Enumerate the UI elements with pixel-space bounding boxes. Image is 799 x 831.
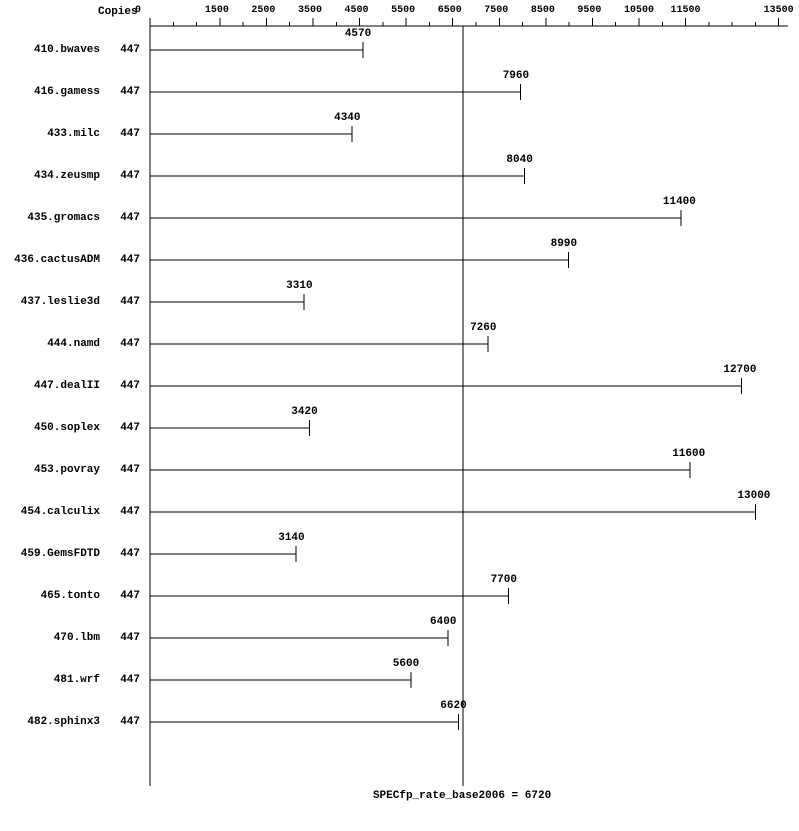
benchmark-copies: 447 [110, 338, 140, 350]
axis-tick-label: 10500 [624, 5, 654, 16]
benchmark-copies: 447 [110, 464, 140, 476]
benchmark-name: 447.dealII [0, 380, 100, 392]
benchmark-name: 465.tonto [0, 590, 100, 602]
benchmark-copies: 447 [110, 128, 140, 140]
benchmark-name: 459.GemsFDTD [0, 548, 100, 560]
benchmark-value: 5600 [393, 658, 419, 670]
benchmark-value: 7700 [491, 574, 517, 586]
chart-svg [0, 0, 799, 831]
benchmark-copies: 447 [110, 170, 140, 182]
benchmark-value: 4570 [345, 28, 371, 40]
axis-tick-label: 4500 [345, 5, 369, 16]
benchmark-copies: 447 [110, 254, 140, 266]
benchmark-name: 410.bwaves [0, 44, 100, 56]
benchmark-name: 433.milc [0, 128, 100, 140]
benchmark-copies: 447 [110, 506, 140, 518]
benchmark-value: 11600 [672, 448, 705, 460]
axis-tick-label: 1500 [205, 5, 229, 16]
benchmark-name: 450.soplex [0, 422, 100, 434]
benchmark-value: 3310 [286, 280, 312, 292]
benchmark-name: 481.wrf [0, 674, 100, 686]
axis-tick-label: 2500 [251, 5, 275, 16]
benchmark-value: 6400 [430, 616, 456, 628]
axis-tick-label: 8500 [531, 5, 555, 16]
benchmark-copies: 447 [110, 86, 140, 98]
benchmark-copies: 447 [110, 296, 140, 308]
benchmark-name: 416.gamess [0, 86, 100, 98]
benchmark-value: 13000 [737, 490, 770, 502]
benchmark-copies: 447 [110, 44, 140, 56]
axis-tick-label: 5500 [391, 5, 415, 16]
benchmark-copies: 447 [110, 632, 140, 644]
axis-tick-label: 7500 [484, 5, 508, 16]
benchmark-name: 454.calculix [0, 506, 100, 518]
benchmark-value: 3140 [278, 532, 304, 544]
benchmark-value: 3420 [291, 406, 317, 418]
axis-tick-label: 13500 [764, 5, 794, 16]
benchmark-copies: 447 [110, 422, 140, 434]
benchmark-name: 470.lbm [0, 632, 100, 644]
benchmark-value: 6620 [440, 700, 466, 712]
benchmark-name: 453.povray [0, 464, 100, 476]
benchmark-copies: 447 [110, 716, 140, 728]
benchmark-value: 11400 [663, 196, 696, 208]
copies-header: Copies [98, 6, 138, 18]
axis-tick-label: 11500 [671, 5, 701, 16]
axis-tick-label: 3500 [298, 5, 322, 16]
benchmark-value: 7260 [470, 322, 496, 334]
spec-chart: 0150025003500450055006500750085009500105… [0, 0, 799, 831]
benchmark-name: 444.namd [0, 338, 100, 350]
benchmark-value: 8040 [506, 154, 532, 166]
axis-tick-label: 9500 [577, 5, 601, 16]
benchmark-value: 7960 [503, 70, 529, 82]
benchmark-name: 435.gromacs [0, 212, 100, 224]
axis-tick-label: 6500 [438, 5, 462, 16]
benchmark-name: 434.zeusmp [0, 170, 100, 182]
reference-caption: SPECfp_rate_base2006 = 6720 [373, 790, 551, 802]
benchmark-name: 437.leslie3d [0, 296, 100, 308]
benchmark-copies: 447 [110, 674, 140, 686]
benchmark-copies: 447 [110, 380, 140, 392]
benchmark-copies: 447 [110, 590, 140, 602]
benchmark-name: 436.cactusADM [0, 254, 100, 266]
benchmark-value: 4340 [334, 112, 360, 124]
benchmark-name: 482.sphinx3 [0, 716, 100, 728]
benchmark-value: 8990 [551, 238, 577, 250]
benchmark-copies: 447 [110, 212, 140, 224]
benchmark-value: 12700 [723, 364, 756, 376]
benchmark-copies: 447 [110, 548, 140, 560]
